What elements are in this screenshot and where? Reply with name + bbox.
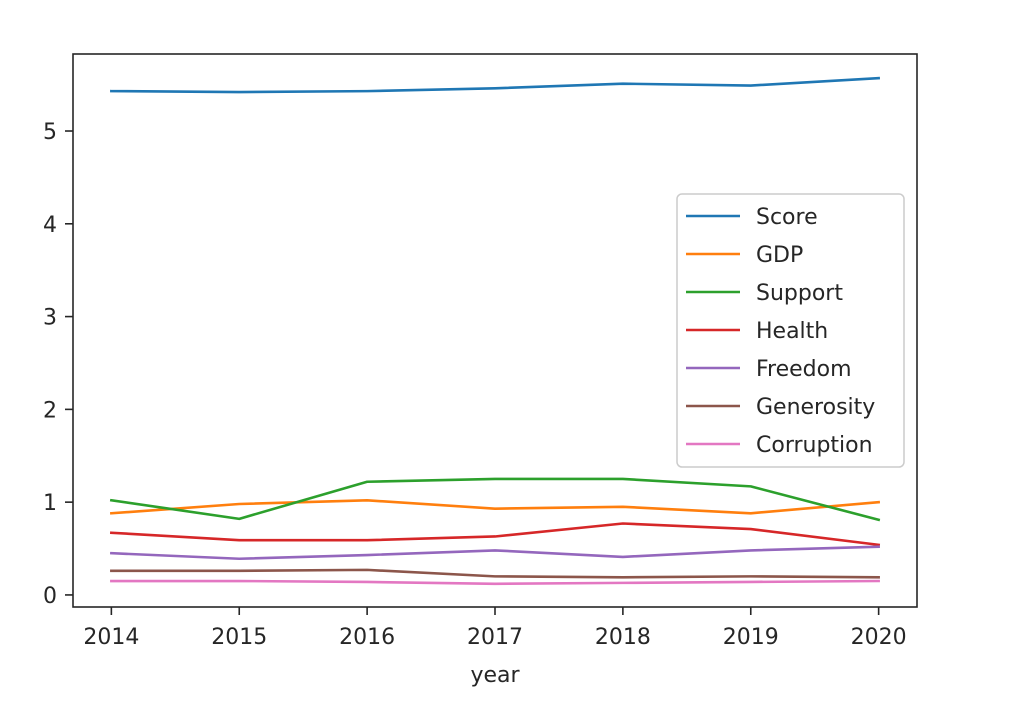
x-tick-label: 2016 [339,625,395,650]
series-line-score [110,76,881,94]
series-line-corruption [110,579,880,586]
legend-label-score: Score [756,205,818,230]
y-tick-label: 1 [43,491,57,516]
y-tick-label: 0 [43,584,57,609]
y-tick-label: 3 [43,306,57,331]
x-tick-label: 2017 [467,625,523,650]
legend-label-freedom: Freedom [756,357,852,382]
series-line-health [109,522,881,547]
legend-label-gdp: GDP [756,243,803,268]
x-tick-label: 2015 [211,625,267,650]
y-tick-label: 4 [43,213,57,238]
legend-label-support: Support [756,281,843,306]
series-line-gdp [109,498,881,515]
legend-box [676,193,905,468]
legend: Score GDP Support Health Freedom Generosity Co… [676,193,905,468]
x-tick-label: 2020 [851,625,907,650]
legend-label-health: Health [756,319,828,344]
series-line-support [109,477,881,522]
legend-label-generosity: Generosity [756,395,875,420]
y-tick-label: 2 [43,398,57,423]
legend-label-corruption: Corruption [756,433,873,458]
x-tick-label: 2018 [595,625,651,650]
x-tick-label: 2014 [83,625,139,650]
series-line-generosity [110,568,880,579]
x-axis-label: year [470,663,520,688]
x-tick-label: 2019 [723,625,779,650]
series-line-freedom [110,545,880,561]
y-tick-label: 5 [43,120,57,145]
